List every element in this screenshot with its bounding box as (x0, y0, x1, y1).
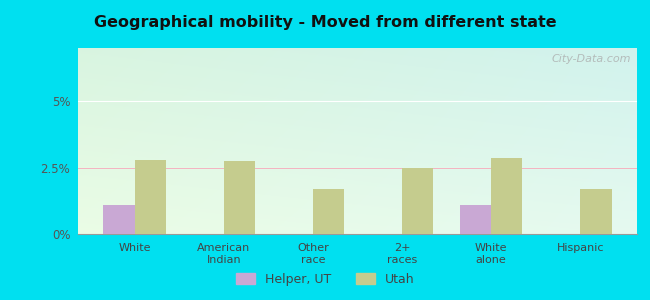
Text: Geographical mobility - Moved from different state: Geographical mobility - Moved from diffe… (94, 15, 556, 30)
Bar (313, 189, 344, 234)
Bar (103, 205, 135, 234)
Bar (135, 160, 166, 234)
Bar (580, 189, 612, 234)
Text: City-Data.com: City-Data.com (552, 54, 631, 64)
Bar (491, 158, 523, 234)
Legend: Helper, UT, Utah: Helper, UT, Utah (231, 268, 419, 291)
Bar (460, 205, 491, 234)
Bar (224, 161, 255, 234)
Bar (402, 168, 434, 234)
